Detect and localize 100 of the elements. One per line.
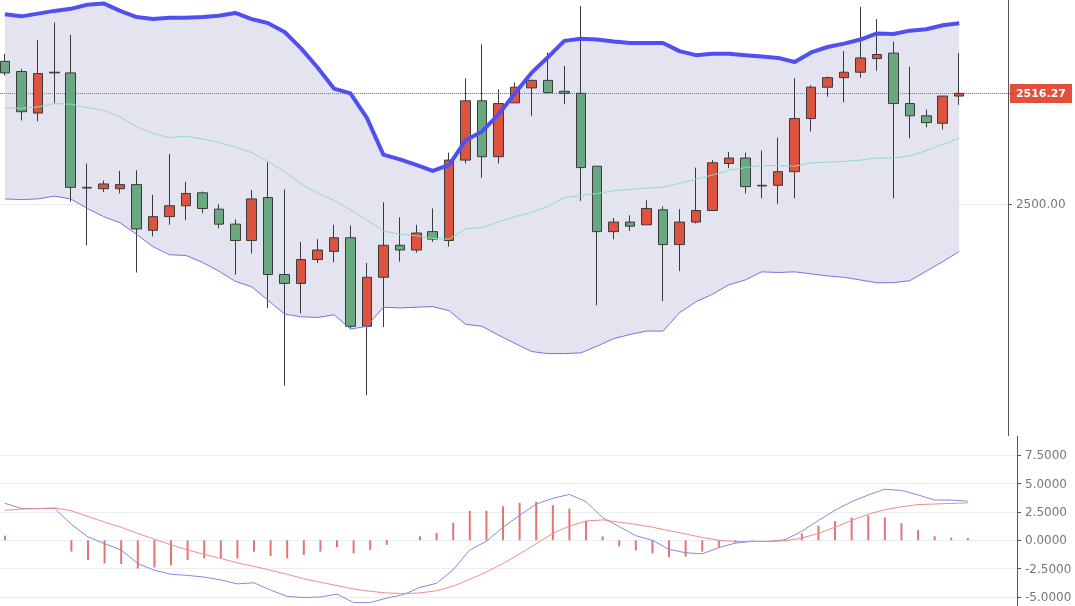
y-tick-label: 0.0000 — [1025, 533, 1067, 548]
candlestick — [378, 201, 389, 328]
bar — [468, 510, 471, 541]
bar — [86, 540, 89, 561]
bar — [153, 540, 156, 568]
bar — [883, 517, 886, 541]
bar — [618, 540, 621, 547]
candlestick — [395, 216, 405, 263]
y-tick-label: -5.0000 — [1025, 589, 1072, 604]
candlestick — [740, 152, 751, 194]
candlestick — [230, 218, 241, 276]
bar — [867, 515, 870, 541]
bar — [502, 506, 505, 541]
y-tick-label: 2500.00 — [1015, 197, 1066, 212]
candlestick — [707, 159, 718, 212]
candlestick — [345, 224, 356, 329]
candlestick — [65, 34, 76, 203]
y-tick-label: 7.5000 — [1025, 448, 1067, 463]
line-series — [4, 488, 969, 604]
bar — [136, 540, 139, 569]
bar — [834, 521, 837, 541]
bar — [917, 530, 920, 541]
y-tick-label: 2.5000 — [1025, 504, 1067, 519]
candlestick — [197, 190, 208, 214]
candlestick — [296, 241, 306, 314]
bar — [701, 540, 704, 552]
bar — [933, 536, 936, 541]
candlestick — [724, 151, 734, 169]
line-series — [4, 502, 969, 595]
bar — [286, 540, 289, 559]
candlestick — [592, 165, 602, 306]
candlestick — [246, 189, 257, 254]
bar — [452, 522, 455, 541]
candlestick — [444, 152, 454, 248]
bar — [585, 521, 588, 541]
candlestick — [625, 214, 635, 232]
bar — [236, 540, 239, 559]
bar — [269, 540, 272, 557]
bar — [850, 517, 853, 541]
candlestick — [691, 167, 701, 224]
bar — [302, 540, 305, 555]
bar — [385, 540, 388, 545]
bar — [535, 501, 538, 541]
candlestick — [543, 51, 553, 94]
candlestick — [131, 169, 142, 273]
candlestick — [164, 153, 175, 226]
bar — [253, 540, 255, 552]
candlestick — [181, 181, 191, 221]
bar — [419, 536, 422, 541]
bar — [435, 532, 438, 541]
candlestick — [411, 224, 422, 254]
bar — [651, 540, 654, 554]
candlestick — [773, 137, 783, 205]
line-series — [2, 1, 962, 173]
candlestick — [115, 170, 125, 194]
candlestick — [279, 188, 290, 387]
candlestick — [214, 203, 224, 229]
bar — [203, 540, 206, 559]
candlestick — [855, 6, 866, 79]
candlestick — [329, 224, 339, 263]
candlestick — [658, 205, 668, 302]
bar — [900, 523, 903, 541]
bar — [169, 540, 172, 566]
candlestick — [905, 66, 915, 139]
line-series — [4, 195, 960, 355]
y-tick-label: 5.0000 — [1025, 476, 1067, 491]
candlestick — [263, 161, 273, 309]
candlestick — [757, 150, 767, 199]
bar — [103, 540, 106, 564]
candlestick — [608, 217, 619, 240]
candlestick — [98, 180, 109, 193]
bar — [684, 540, 687, 557]
candlestick — [362, 262, 372, 396]
candlestick — [16, 68, 27, 122]
bar — [70, 540, 73, 552]
bar — [551, 505, 554, 541]
bar — [601, 536, 604, 541]
bar — [518, 502, 521, 541]
y-tick-label: 2516.27 — [1015, 87, 1067, 101]
candlestick — [888, 41, 899, 199]
candlestick — [82, 163, 92, 246]
bar — [336, 540, 339, 548]
y-tick-label: -2.5000 — [1025, 561, 1072, 576]
bar — [352, 540, 355, 554]
candlestick — [674, 208, 685, 272]
candlestick — [921, 109, 932, 128]
candlestick — [148, 194, 158, 237]
candlestick — [576, 5, 586, 202]
bar — [950, 537, 953, 541]
candlestick — [477, 43, 487, 179]
candlestick — [559, 65, 570, 105]
bar — [219, 540, 222, 559]
candlestick — [641, 199, 652, 226]
line-series — [4, 103, 960, 240]
candlestick — [872, 18, 882, 72]
bar — [186, 540, 189, 561]
candlestick — [0, 53, 10, 77]
bar — [817, 525, 820, 541]
bar — [319, 540, 322, 552]
bar — [568, 508, 571, 541]
